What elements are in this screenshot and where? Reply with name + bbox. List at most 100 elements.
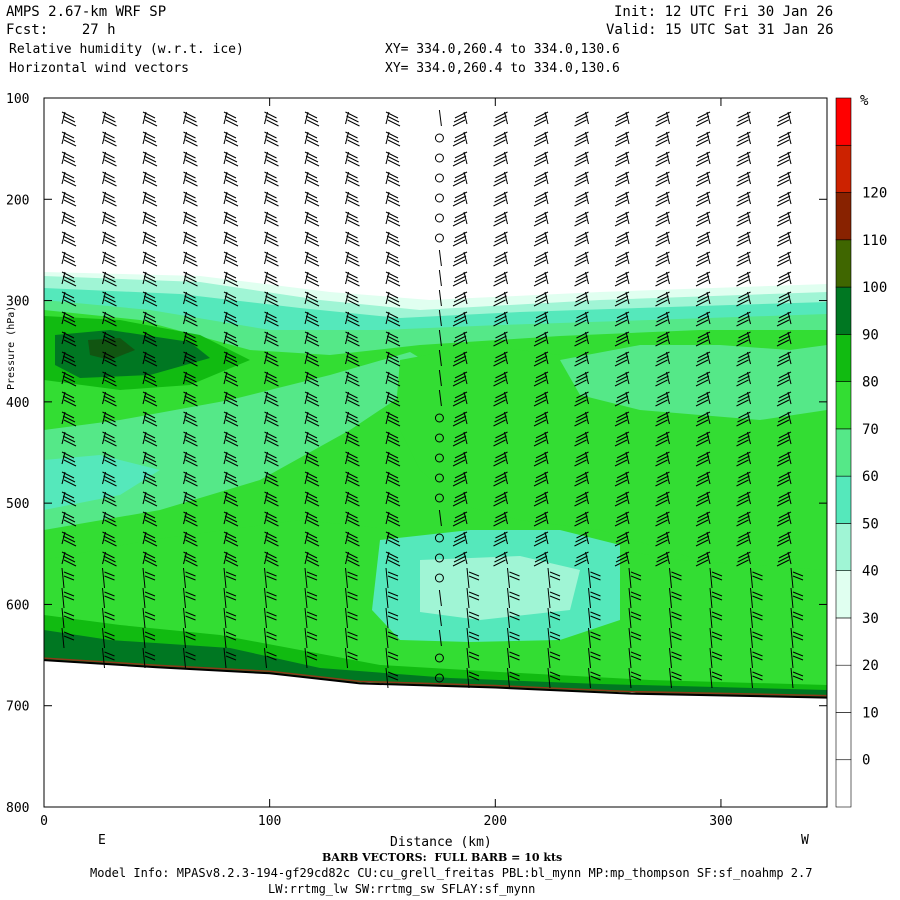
x-end-label-right: W <box>801 833 809 848</box>
wind-barb <box>142 607 156 629</box>
wind-barb <box>588 587 601 609</box>
wind-barb <box>183 111 198 127</box>
wind-barb <box>345 291 360 307</box>
wind-barb <box>183 607 196 629</box>
wind-barb <box>736 551 751 567</box>
wind-barb-calm <box>434 413 444 423</box>
wind-barb <box>614 171 630 187</box>
wind-barb <box>61 211 77 227</box>
wind-barb <box>669 567 682 589</box>
wind-barb <box>61 551 77 567</box>
wind-barb <box>183 647 196 669</box>
wind-barb <box>304 627 318 649</box>
wind-barb <box>223 351 239 367</box>
wind-barb <box>750 647 763 669</box>
x-end-label-left: E <box>98 833 106 848</box>
wind-barb <box>574 531 589 547</box>
wind-barb <box>776 231 792 247</box>
wind-barb <box>790 667 804 689</box>
wind-barb <box>533 211 549 227</box>
wind-barb <box>709 587 723 609</box>
wind-barb <box>438 249 442 267</box>
wind-barb <box>614 351 630 367</box>
wind-barb <box>102 567 115 589</box>
wind-barb <box>574 311 589 327</box>
wind-barb <box>438 289 442 307</box>
wind-barb <box>102 311 117 327</box>
y-tick-label: 600 <box>6 598 29 613</box>
wind-barb <box>142 491 158 507</box>
wind-barb <box>304 531 320 547</box>
wind-barb <box>264 491 279 507</box>
wind-barb <box>655 211 670 227</box>
wind-barb <box>655 491 670 507</box>
wind-barb <box>304 131 320 147</box>
wind-barb <box>452 291 468 307</box>
wind-barb <box>736 131 751 147</box>
wind-barb <box>385 607 399 629</box>
wind-barb <box>183 391 198 407</box>
wind-barb <box>533 271 549 287</box>
wind-barb <box>385 451 401 467</box>
wind-barb <box>102 291 117 307</box>
xy-range-2: XY= 334.0,260.4 to 334.0,130.6 <box>385 61 620 76</box>
wind-barb <box>438 389 442 407</box>
wind-barb <box>493 551 508 567</box>
wind-barb <box>61 131 77 147</box>
wind-barb-calm <box>434 193 444 203</box>
wind-barb <box>61 511 77 527</box>
wind-barb <box>776 471 792 487</box>
wind-barb <box>533 451 549 467</box>
wind-barb <box>695 391 711 407</box>
wind-barb <box>695 111 711 127</box>
wind-barb <box>588 647 601 669</box>
wind-barb <box>452 231 468 247</box>
valid-time: Valid: 15 UTC Sat 31 Jan 26 <box>606 22 834 38</box>
wind-barb <box>385 151 401 167</box>
wind-barb <box>223 331 239 347</box>
wind-barb <box>61 431 77 447</box>
wind-barb <box>776 151 792 167</box>
wind-barb <box>385 411 401 427</box>
wind-barb <box>466 627 480 649</box>
wind-barb <box>493 391 508 407</box>
wind-barb <box>574 511 589 527</box>
wind-barb <box>304 551 320 567</box>
wind-barb <box>547 667 561 689</box>
wind-barb <box>533 291 549 307</box>
wind-barb <box>264 411 279 427</box>
wind-barb <box>223 231 239 247</box>
wind-barb <box>183 567 196 589</box>
wind-barb <box>736 371 751 387</box>
wind-barb <box>304 431 320 447</box>
wind-barb <box>385 531 401 547</box>
wind-barb <box>304 351 320 367</box>
wind-barb <box>614 511 630 527</box>
wind-barb <box>669 667 682 689</box>
wind-barb <box>61 491 77 507</box>
wind-barb <box>695 371 711 387</box>
wind-barb <box>588 567 601 589</box>
wind-barb <box>588 607 601 629</box>
wind-barb <box>183 491 198 507</box>
wind-barb <box>385 371 401 387</box>
wind-barb <box>385 111 401 127</box>
wind-barb <box>223 587 237 609</box>
wind-barb <box>183 171 198 187</box>
wind-barb <box>102 411 117 427</box>
wind-barb <box>533 411 549 427</box>
physics-info: LW:rrtmg_lw SW:rrtmg_sw SFLAY:sf_mynn <box>268 882 536 896</box>
wind-barb <box>614 331 630 347</box>
wind-barb <box>709 667 723 689</box>
wind-barb <box>574 491 589 507</box>
wind-barb <box>385 291 401 307</box>
wind-barb <box>736 411 751 427</box>
wind-barb-calm <box>434 673 444 683</box>
wind-barb <box>264 191 279 207</box>
wind-barb <box>507 667 520 689</box>
colorbar-label: 120 <box>862 186 887 202</box>
y-tick-label: 400 <box>6 396 29 411</box>
wind-barb <box>183 627 196 649</box>
wind-barb <box>507 607 520 629</box>
wind-barb <box>655 171 670 187</box>
